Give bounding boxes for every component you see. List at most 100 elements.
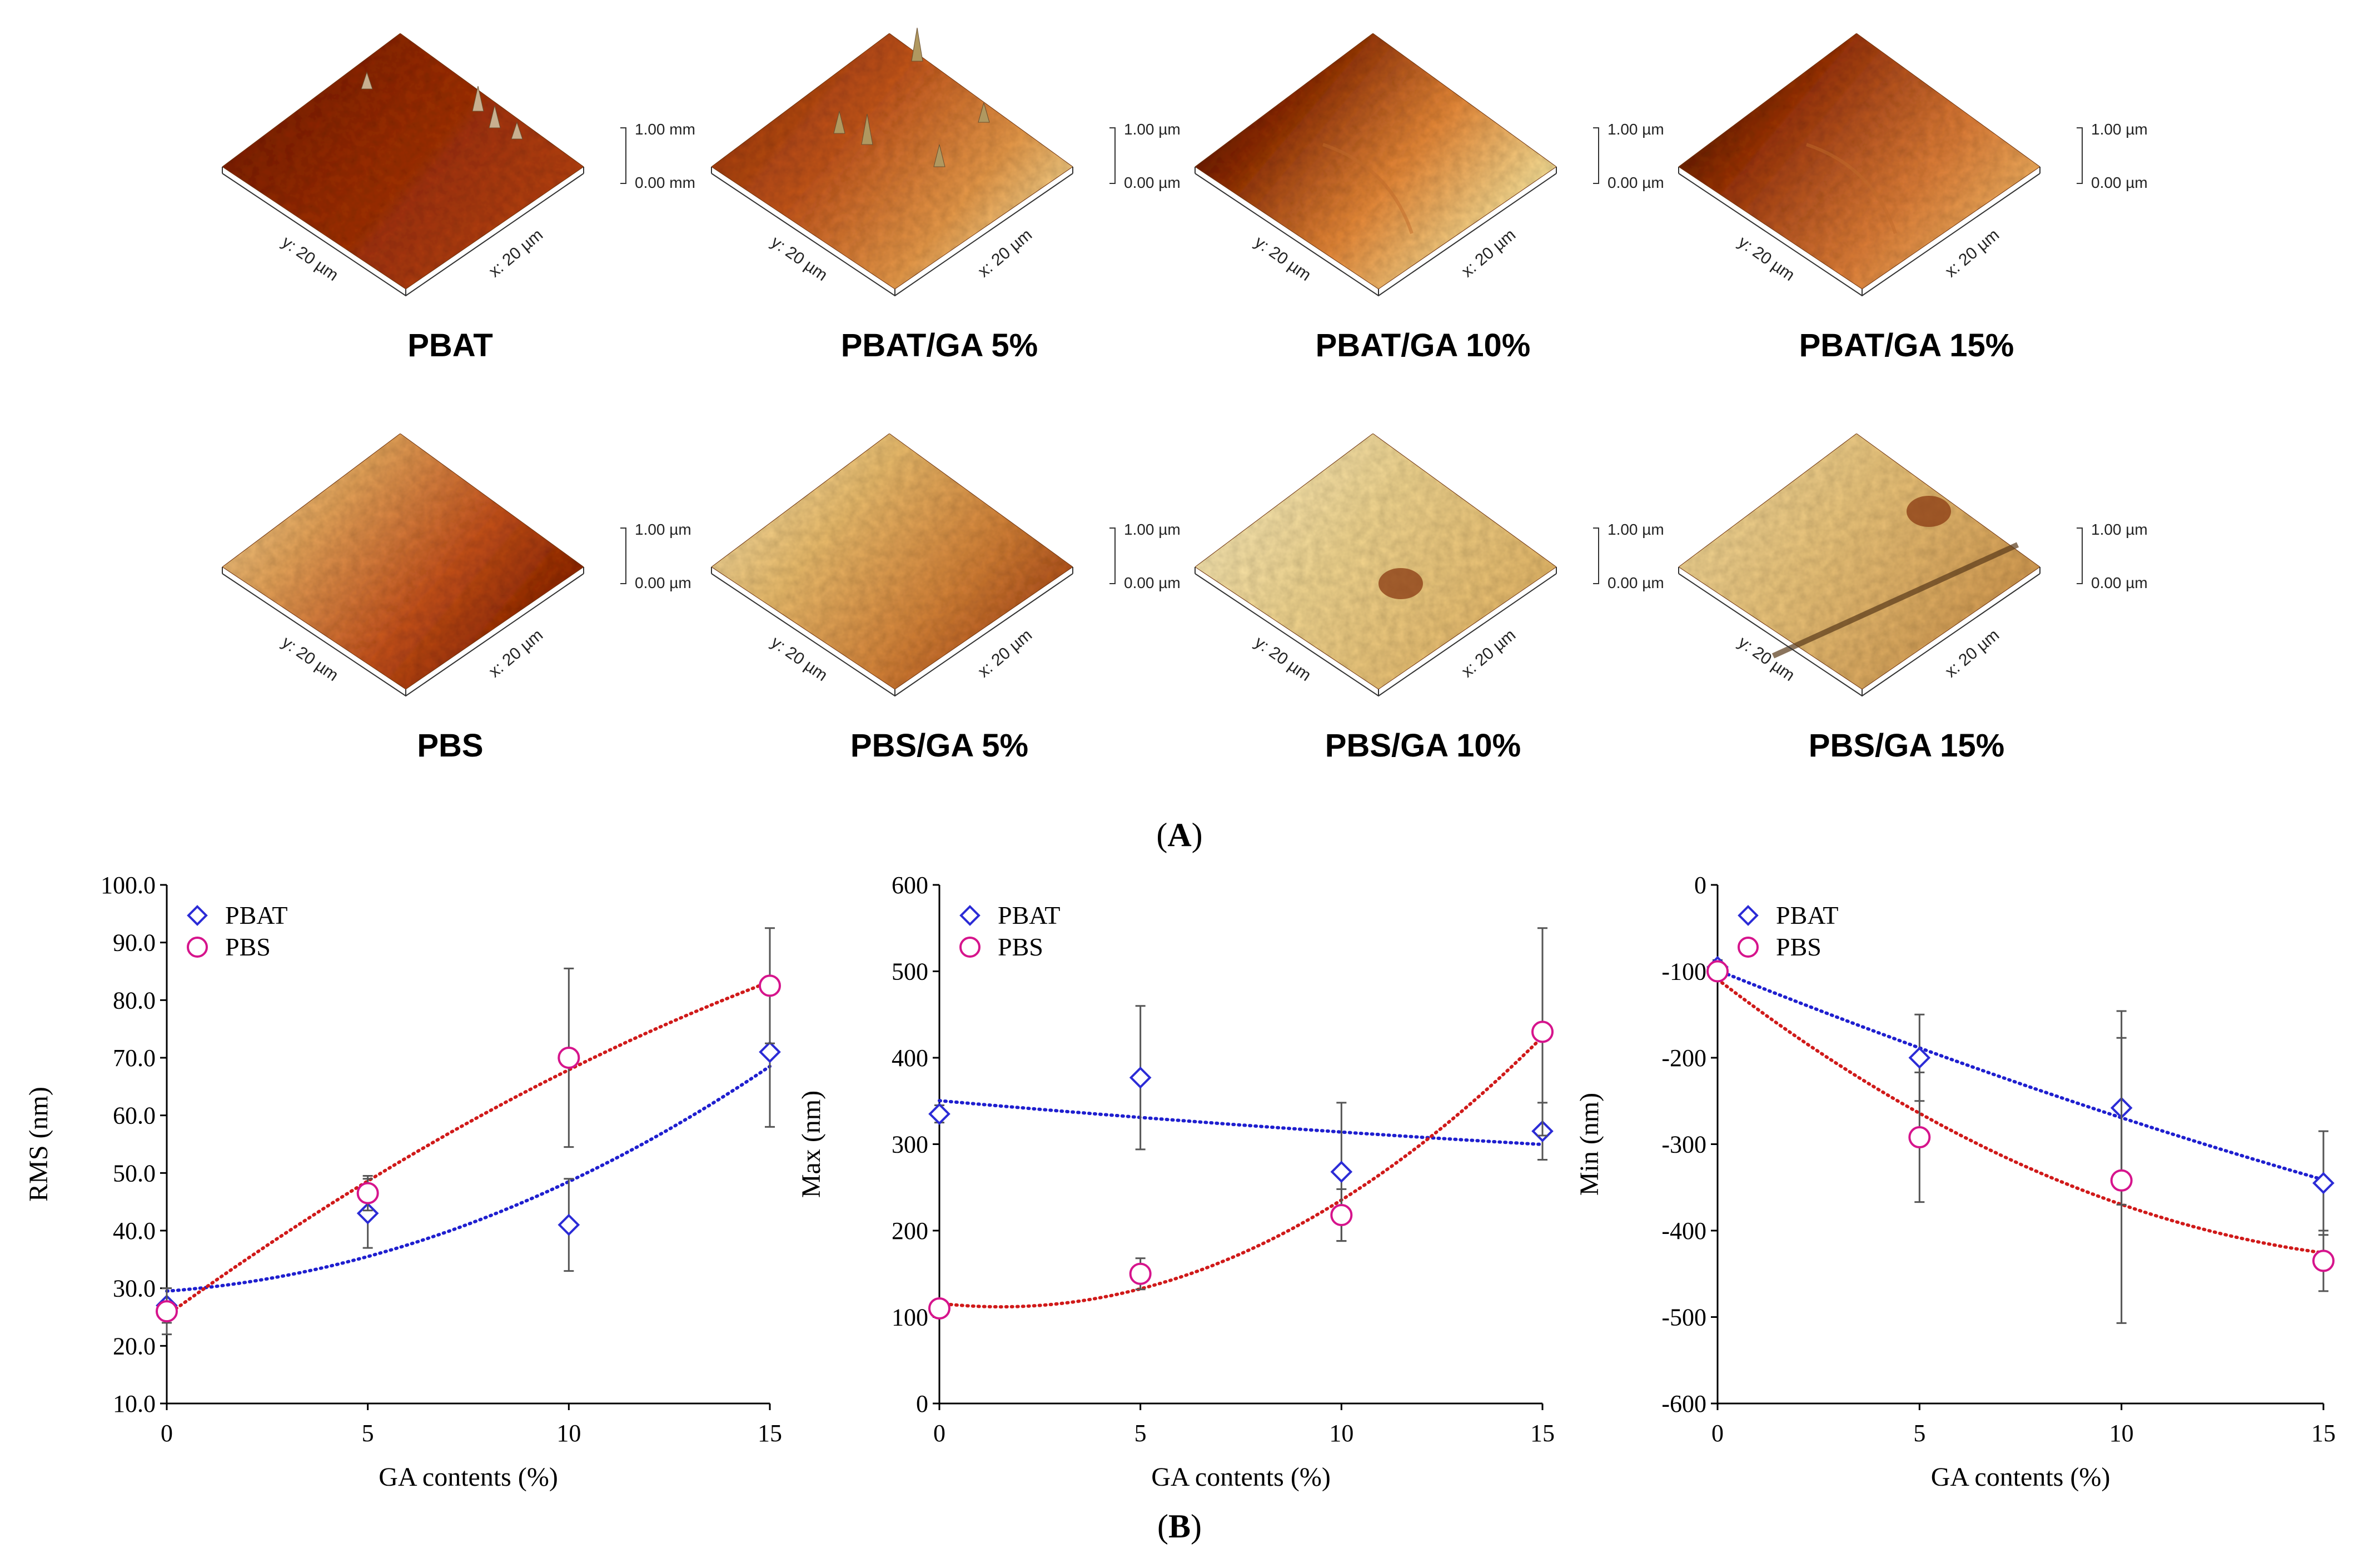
- legend-pbs-label: PBS: [225, 933, 271, 961]
- legend-pbat-marker: [187, 905, 208, 926]
- y-tick-label: -600: [1661, 1390, 1706, 1417]
- afm-sample-title: PBAT/GA 15%: [1799, 327, 2014, 364]
- x-tick-label: 15: [2311, 1420, 2336, 1447]
- pbat-data-point: [558, 1213, 580, 1236]
- y-tick-label: 80.0: [113, 987, 156, 1014]
- y-tick-label: 300: [892, 1131, 928, 1158]
- afm-surface-graphic: y: 20 µm x: 20 µm 1.00 µm 0.00 µm: [711, 433, 1181, 697]
- afm-scale-bottom: 0.00 µm: [1607, 574, 1664, 591]
- pbs-trend-line: [165, 980, 772, 1317]
- afm-image-pbs-ga-5: y: 20 µm x: 20 µm 1.00 µm 0.00 µm PBS/GA 5%: [673, 400, 1206, 784]
- pbat-data-point: [2312, 1172, 2335, 1194]
- afm-surface-graphic: y: 20 µm x: 20 µm 1.00 µm 0.00 µm: [711, 27, 1181, 297]
- afm-scale-top: 1.00 µm: [1607, 121, 1664, 138]
- afm-y-axis-label: y: 20 µm: [1251, 633, 1315, 685]
- afm-image-pbat: y: 20 µm x: 20 µm 1.00 mm 0.00 mm PBAT: [183, 0, 717, 384]
- afm-scale-bottom: 0.00 µm: [2091, 574, 2148, 591]
- x-tick-label: 5: [362, 1420, 374, 1447]
- legend-pbat-label: PBAT: [225, 901, 287, 929]
- afm-x-axis-label: x: 20 µm: [1458, 626, 1519, 681]
- pbat-trend-line: [165, 1064, 772, 1293]
- afm-image-pbs-ga-15: y: 20 µm x: 20 µm 1.00 µm 0.00 µm PBS/GA 15%: [1640, 400, 2173, 784]
- y-tick-label: -400: [1661, 1217, 1706, 1245]
- pbs-data-point: [2110, 1169, 2133, 1192]
- pbat-data-point: [928, 1103, 950, 1125]
- paren-open: (: [1156, 817, 1168, 853]
- panel-a-label: (A): [0, 816, 2359, 854]
- y-tick-label: 500: [892, 958, 928, 985]
- afm-x-axis-label: x: 20 µm: [485, 626, 546, 681]
- panel-b-label: (B): [0, 1507, 2359, 1546]
- x-tick-label: 10: [2109, 1420, 2134, 1447]
- y-tick-label: 0: [916, 1390, 928, 1417]
- y-tick-label: -200: [1661, 1044, 1706, 1072]
- afm-sample-title: PBAT: [407, 327, 493, 364]
- afm-surface-graphic: y: 20 µm x: 20 µm 1.00 mm 0.00 mm: [222, 33, 695, 297]
- afm-x-axis-label: x: 20 µm: [1458, 226, 1519, 281]
- y-tick-label: 400: [892, 1044, 928, 1072]
- pbat-trend-line: [938, 1099, 1544, 1146]
- pbs-data-point: [1531, 1021, 1554, 1043]
- pbs-data-point: [1706, 960, 1729, 983]
- afm-scale-top: 1.00 µm: [2091, 521, 2148, 538]
- charts-panel: 10.0 20.0 30.0 40.0 50.0 60.0 70.0 80.0 90.0 100.…: [24, 872, 2336, 1492]
- y-tick-label: 50.0: [113, 1159, 156, 1187]
- afm-surface-graphic: y: 20 µm x: 20 µm 1.00 µm 0.00 µm: [1678, 33, 2148, 297]
- pbs-data-point: [1908, 1126, 1931, 1149]
- afm-sample-title: PBS/GA 5%: [850, 728, 1029, 764]
- afm-image-pbat-ga-10: y: 20 µm x: 20 µm 1.00 µm 0.00 µm PBAT/GA 10…: [1156, 0, 1690, 384]
- x-tick-label: 5: [1134, 1420, 1147, 1447]
- x-tick-label: 5: [1913, 1420, 1925, 1447]
- y-tick-label: 30.0: [113, 1275, 156, 1302]
- afm-y-axis-label: y: 20 µm: [1735, 633, 1798, 685]
- afm-sample-title: PBS/GA 10%: [1325, 728, 1521, 764]
- afm-x-axis-label: x: 20 µm: [485, 226, 546, 281]
- pbat-trend-line: [1716, 968, 2325, 1182]
- afm-scale-bottom: 0.00 µm: [635, 574, 691, 591]
- pbat-data-point: [1908, 1047, 1931, 1069]
- afm-x-axis-label: x: 20 µm: [974, 626, 1036, 681]
- pbs-data-point: [1129, 1262, 1152, 1285]
- y-tick-label: 70.0: [113, 1044, 156, 1072]
- legend-pbs-label: PBS: [998, 933, 1043, 961]
- x-tick-label: 0: [161, 1420, 173, 1447]
- afm-scale-top: 1.00 µm: [1607, 521, 1664, 538]
- legend-pbs-marker: [187, 937, 208, 958]
- x-tick-label: 15: [1530, 1420, 1555, 1447]
- pbs-data-point: [558, 1047, 580, 1069]
- afm-x-axis-label: x: 20 µm: [1942, 626, 2003, 681]
- afm-scale-bottom: 0.00 µm: [2091, 174, 2148, 191]
- afm-scale-top: 1.00 mm: [635, 121, 695, 138]
- legend-pbs-label: PBS: [1776, 933, 1821, 961]
- pbs-data-point: [156, 1300, 178, 1323]
- y-tick-label: 90.0: [113, 929, 156, 957]
- chart-0: 10.0 20.0 30.0 40.0 50.0 60.0 70.0 80.0 90.0 100.…: [24, 872, 782, 1492]
- legend-pbat-marker: [1738, 905, 1759, 926]
- afm-x-axis-label: x: 20 µm: [1942, 226, 2003, 281]
- x-tick-label: 0: [1711, 1420, 1724, 1447]
- pbs-data-point: [2312, 1250, 2335, 1272]
- afm-image-pbat-ga-15: y: 20 µm x: 20 µm 1.00 µm 0.00 µm PBAT/GA 15…: [1640, 0, 2173, 384]
- y-tick-label: -300: [1661, 1131, 1706, 1158]
- afm-y-axis-label: y: 20 µm: [768, 633, 831, 685]
- y-tick-label: 100: [892, 1304, 928, 1331]
- x-tick-label: 0: [933, 1420, 945, 1447]
- afm-surface-graphic: y: 20 µm x: 20 µm 1.00 µm 0.00 µm: [222, 433, 691, 697]
- afm-scale-bottom: 0.00 µm: [1124, 574, 1181, 591]
- x-axis-title: GA contents (%): [1931, 1462, 2111, 1492]
- x-tick-label: 10: [556, 1420, 581, 1447]
- afm-sample-title: PBS: [417, 728, 484, 764]
- pbat-data-point: [1129, 1066, 1152, 1089]
- afm-y-axis-label: y: 20 µm: [278, 233, 342, 285]
- afm-y-axis-label: y: 20 µm: [768, 233, 831, 285]
- afm-scale-top: 1.00 µm: [1124, 121, 1181, 138]
- pbs-data-point: [356, 1182, 379, 1204]
- afm-scale-bottom: 0.00 µm: [1124, 174, 1181, 191]
- afm-sample-title: PBAT/GA 10%: [1315, 327, 1531, 364]
- y-tick-label: 60.0: [113, 1102, 156, 1129]
- afm-scale-top: 1.00 µm: [2091, 121, 2148, 138]
- paren-close: ): [1191, 1508, 1202, 1545]
- y-tick-label: 600: [892, 872, 928, 899]
- y-tick-label: 10.0: [113, 1390, 156, 1417]
- y-axis-title: Min (nm): [1575, 1093, 1604, 1196]
